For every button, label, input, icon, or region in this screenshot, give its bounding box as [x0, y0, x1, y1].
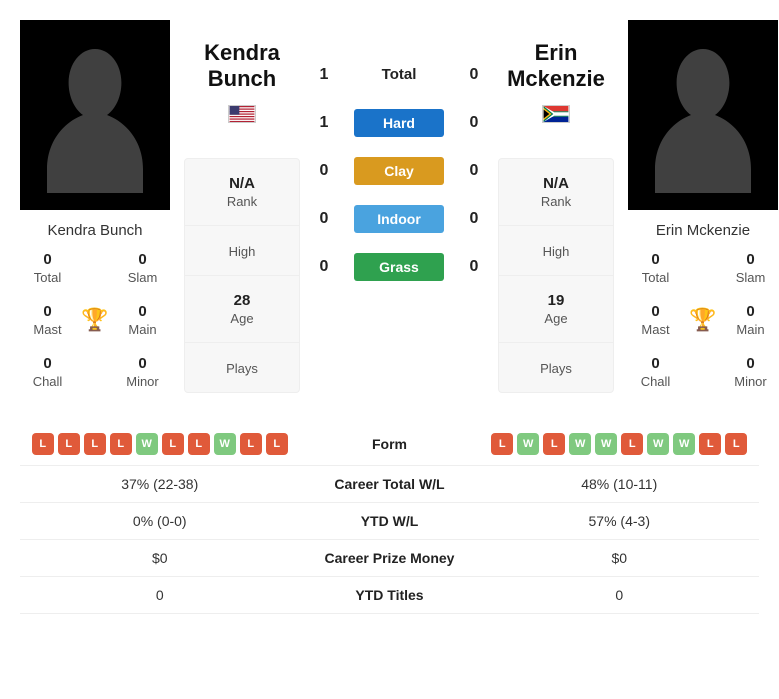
form-chip: W — [136, 433, 158, 455]
form-chip: L — [725, 433, 747, 455]
p2-titles: 0Total 0Slam 0Mast 🏆 0Main 0Chall 0Minor — [628, 251, 778, 389]
form-chip: W — [647, 433, 669, 455]
trophy-icon: 🏆 — [75, 307, 115, 333]
form-chip: L — [491, 433, 513, 455]
h2h-surface-row: 0Clay0 — [314, 157, 484, 185]
p1-card: Kendra Bunch 0Total 0Slam 0Mast 🏆 0Main … — [20, 20, 170, 389]
surface-badge: Indoor — [354, 205, 444, 233]
form-chip: L — [621, 433, 643, 455]
p1-stat-card: N/ARank High 28Age Plays — [184, 158, 300, 393]
form-chip: L — [266, 433, 288, 455]
za-flag-icon — [542, 105, 570, 128]
p2-stat-card: N/ARank High 19Age Plays — [498, 158, 614, 393]
surface-badge: Hard — [354, 109, 444, 137]
form-chip: W — [673, 433, 695, 455]
h2h-section: 1 Total 0 1Hard00Clay00Indoor00Grass0 — [314, 20, 484, 301]
form-chip: L — [32, 433, 54, 455]
form-chip: W — [517, 433, 539, 455]
p2-photo — [628, 20, 778, 210]
p1-form: LLLLWLLWLL — [20, 433, 300, 455]
p1-name-col: Kendra Bunch — [182, 20, 302, 128]
h2h-total-label: Total — [354, 60, 444, 89]
form-chip: W — [214, 433, 236, 455]
form-chip: L — [240, 433, 262, 455]
surface-badge: Grass — [354, 253, 444, 281]
p2-form: LWLWWLWWLL — [480, 433, 760, 455]
form-chip: L — [58, 433, 80, 455]
form-chip: L — [162, 433, 184, 455]
form-chip: L — [110, 433, 132, 455]
form-label: Form — [300, 436, 480, 452]
trophy-icon: 🏆 — [683, 307, 723, 333]
form-chip: L — [84, 433, 106, 455]
h2h-surface-row: 0Indoor0 — [314, 205, 484, 233]
comparison-table: LLLLWLLWLL Form LWLWWLWWLL 37% (22-38) C… — [20, 423, 759, 614]
p1-photo — [20, 20, 170, 210]
h2h-surface-row: 1Hard0 — [314, 109, 484, 137]
form-chip: L — [188, 433, 210, 455]
top-section: Kendra Bunch 0Total 0Slam 0Mast 🏆 0Main … — [20, 20, 759, 393]
h2h-surface-row: 0Grass0 — [314, 253, 484, 281]
p2-name-big: Erin Mckenzie — [496, 40, 616, 93]
form-chip: L — [699, 433, 721, 455]
p2-name-small: Erin Mckenzie — [628, 210, 778, 251]
us-flag-icon — [228, 105, 256, 128]
p1-name-small: Kendra Bunch — [20, 210, 170, 251]
p2-name-col: Erin Mckenzie — [496, 20, 616, 128]
p1-titles: 0Total 0Slam 0Mast 🏆 0Main 0Chall 0Minor — [20, 251, 170, 389]
form-chip: W — [569, 433, 591, 455]
surface-badge: Clay — [354, 157, 444, 185]
p1-name-big: Kendra Bunch — [182, 40, 302, 93]
p2-card: Erin Mckenzie 0Total 0Slam 0Mast 🏆 0Main… — [628, 20, 778, 389]
form-chip: L — [543, 433, 565, 455]
form-chip: W — [595, 433, 617, 455]
